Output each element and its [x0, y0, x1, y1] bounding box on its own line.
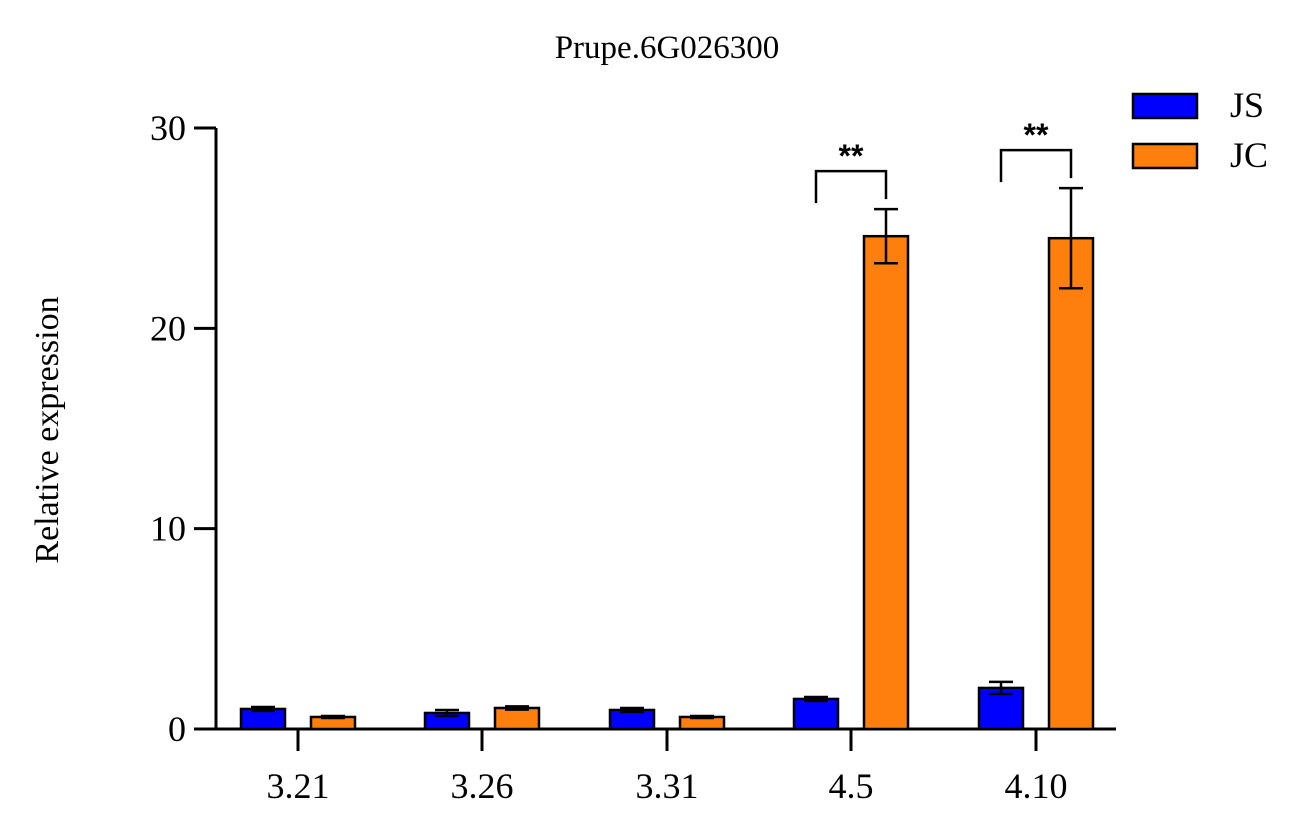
y-tick-label: 10 [150, 509, 186, 549]
bar-js-4-5 [792, 697, 840, 731]
x-tick-label: 3.21 [267, 766, 330, 806]
significance-label: ** [839, 138, 864, 174]
x-tick-label: 4.10 [1005, 766, 1068, 806]
bar-jc-4-10 [1047, 236, 1095, 731]
legend-label-jc: JC [1230, 135, 1268, 175]
y-tick-label: 30 [150, 108, 186, 148]
x-tick-label: 4.5 [829, 766, 874, 806]
legend-swatch-js [1131, 92, 1199, 120]
legend-swatch-jc [1131, 142, 1199, 170]
significance-bracket [814, 169, 888, 204]
bar-jc-4-5 [862, 234, 910, 731]
legend: JS JC [1131, 85, 1268, 175]
legend-label-js: JS [1230, 85, 1264, 125]
significance-label: ** [1024, 117, 1049, 153]
chart-title: Prupe.6G026300 [555, 30, 780, 66]
bar-jc-3-26 [493, 706, 541, 731]
plot-area: 0 10 20 30 3.21 3.26 3.31 4.5 4.10 ** ** [150, 108, 1116, 806]
significance-bracket [999, 148, 1073, 183]
y-tick-label: 0 [168, 709, 186, 749]
y-tick-label: 20 [150, 308, 186, 348]
y-axis-title: Relative expression [29, 296, 66, 563]
x-tick-label: 3.26 [451, 766, 514, 806]
x-tick-label: 3.31 [636, 766, 699, 806]
